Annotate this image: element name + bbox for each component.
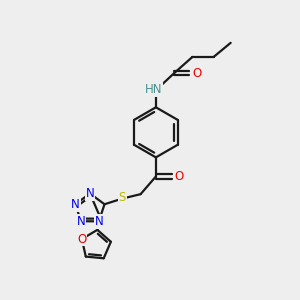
- Text: O: O: [192, 67, 201, 80]
- Text: S: S: [118, 191, 126, 205]
- Text: HN: HN: [145, 83, 162, 96]
- Text: N: N: [94, 215, 103, 228]
- Text: N: N: [71, 198, 80, 211]
- Text: N: N: [86, 187, 94, 200]
- Text: O: O: [175, 170, 184, 183]
- Text: O: O: [77, 232, 86, 245]
- Text: N: N: [76, 215, 85, 228]
